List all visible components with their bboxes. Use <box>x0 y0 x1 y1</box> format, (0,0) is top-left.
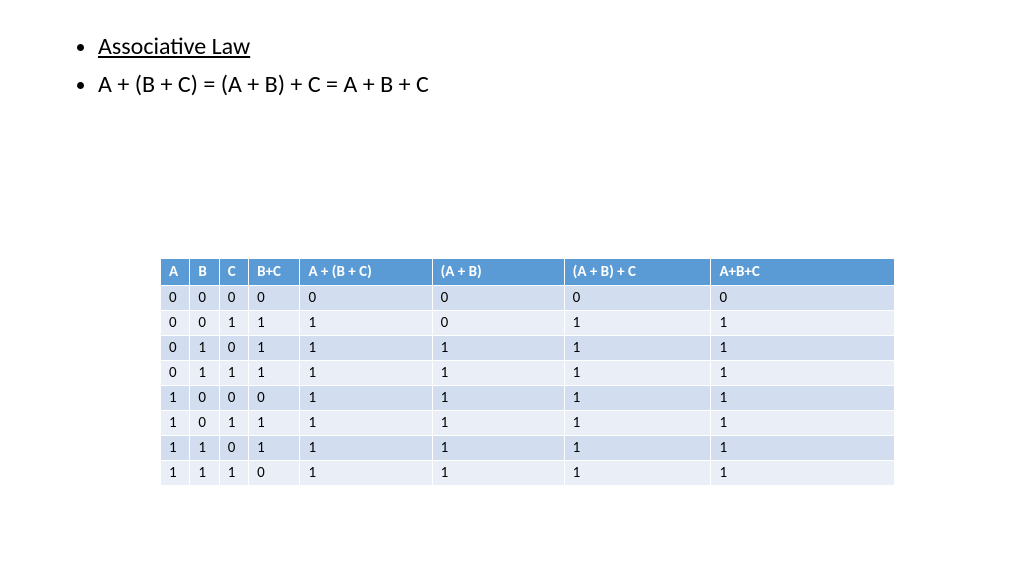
table-cell: 0 <box>249 386 300 411</box>
table-cell: 1 <box>219 311 248 336</box>
table-cell: 1 <box>249 361 300 386</box>
table-cell: 1 <box>432 386 564 411</box>
table-cell: 1 <box>564 436 711 461</box>
slide: Associative Law A + (B + C) = (A + B) + C… <box>0 0 1024 576</box>
table-cell: 0 <box>190 386 219 411</box>
column-header-6: (A + B) + C <box>564 259 711 286</box>
table-cell: 1 <box>249 311 300 336</box>
table-cell: 0 <box>711 286 895 311</box>
table-cell: 0 <box>161 361 190 386</box>
table-cell: 1 <box>711 411 895 436</box>
table-cell: 1 <box>300 386 432 411</box>
table-row: 00000000 <box>161 286 895 311</box>
table-cell: 1 <box>564 311 711 336</box>
table-head: ABCB+CA + (B + C)(A + B)(A + B) + CA+B+C <box>161 259 895 286</box>
bullet-item-1: A + (B + C) = (A + B) + C = A + B + C <box>98 68 954 102</box>
table-row: 01011111 <box>161 336 895 361</box>
table-cell: 1 <box>432 361 564 386</box>
table-cell: 1 <box>432 411 564 436</box>
table-cell: 1 <box>711 361 895 386</box>
table-header-row: ABCB+CA + (B + C)(A + B)(A + B) + CA+B+C <box>161 259 895 286</box>
table-cell: 1 <box>300 336 432 361</box>
table-cell: 1 <box>219 361 248 386</box>
bullet-item-0: Associative Law <box>98 30 954 64</box>
column-header-3: B+C <box>249 259 300 286</box>
table-cell: 1 <box>161 386 190 411</box>
truth-table: ABCB+CA + (B + C)(A + B)(A + B) + CA+B+C… <box>160 258 895 486</box>
table-cell: 0 <box>432 311 564 336</box>
table-cell: 1 <box>432 336 564 361</box>
table-row: 01111111 <box>161 361 895 386</box>
table-row: 11011111 <box>161 436 895 461</box>
table-cell: 1 <box>711 436 895 461</box>
table-cell: 1 <box>564 461 711 486</box>
table-cell: 1 <box>249 336 300 361</box>
bullet-text-0: Associative Law <box>98 32 250 61</box>
column-header-5: (A + B) <box>432 259 564 286</box>
column-header-4: A + (B + C) <box>300 259 432 286</box>
table-cell: 1 <box>711 336 895 361</box>
table-cell: 1 <box>190 361 219 386</box>
table-cell: 1 <box>711 386 895 411</box>
table-cell: 0 <box>161 286 190 311</box>
table-cell: 1 <box>190 436 219 461</box>
table-cell: 1 <box>249 436 300 461</box>
table-cell: 1 <box>190 461 219 486</box>
table-cell: 1 <box>219 411 248 436</box>
table-cell: 0 <box>249 461 300 486</box>
table-cell: 1 <box>190 336 219 361</box>
table-cell: 1 <box>300 311 432 336</box>
truth-table-container: ABCB+CA + (B + C)(A + B)(A + B) + CA+B+C… <box>160 258 895 486</box>
table-cell: 1 <box>300 411 432 436</box>
table-cell: 1 <box>300 461 432 486</box>
table-cell: 1 <box>711 311 895 336</box>
table-cell: 0 <box>249 286 300 311</box>
table-cell: 1 <box>564 336 711 361</box>
table-cell: 1 <box>300 436 432 461</box>
table-cell: 1 <box>564 411 711 436</box>
table-cell: 1 <box>432 461 564 486</box>
table-cell: 1 <box>161 436 190 461</box>
table-cell: 0 <box>219 436 248 461</box>
table-cell: 0 <box>300 286 432 311</box>
table-cell: 1 <box>432 436 564 461</box>
table-cell: 0 <box>190 411 219 436</box>
bullet-list: Associative Law A + (B + C) = (A + B) + C… <box>98 30 954 101</box>
table-cell: 1 <box>564 361 711 386</box>
table-cell: 0 <box>219 336 248 361</box>
table-cell: 1 <box>564 386 711 411</box>
table-row: 10111111 <box>161 411 895 436</box>
table-row: 00111011 <box>161 311 895 336</box>
table-cell: 1 <box>300 361 432 386</box>
column-header-7: A+B+C <box>711 259 895 286</box>
table-cell: 0 <box>432 286 564 311</box>
table-cell: 1 <box>711 461 895 486</box>
table-cell: 0 <box>190 311 219 336</box>
table-row: 11101111 <box>161 461 895 486</box>
table-cell: 0 <box>161 336 190 361</box>
table-cell: 0 <box>564 286 711 311</box>
table-row: 10001111 <box>161 386 895 411</box>
table-cell: 0 <box>161 311 190 336</box>
column-header-0: A <box>161 259 190 286</box>
table-cell: 1 <box>161 411 190 436</box>
table-body: 0000000000111011010111110111111110001111… <box>161 286 895 486</box>
column-header-2: C <box>219 259 248 286</box>
table-cell: 0 <box>219 386 248 411</box>
table-cell: 1 <box>249 411 300 436</box>
table-cell: 0 <box>219 286 248 311</box>
table-cell: 1 <box>219 461 248 486</box>
table-cell: 0 <box>190 286 219 311</box>
table-cell: 1 <box>161 461 190 486</box>
column-header-1: B <box>190 259 219 286</box>
